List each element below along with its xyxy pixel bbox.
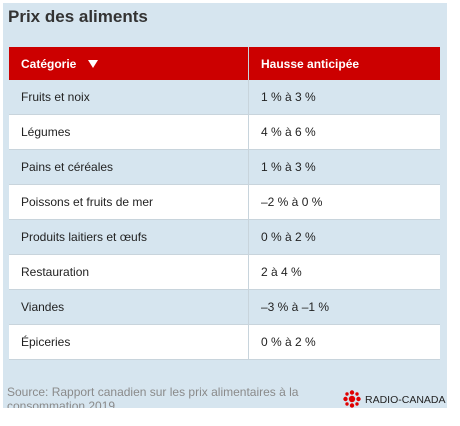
table-cell: 4 % à 6 % [248,114,440,150]
column-header-text: Catégorie [21,56,77,71]
table-row: Pains et céréales 1 % à 3 % [9,149,440,185]
logo-text: RADIO-CANADA [365,394,446,406]
table-row: Produits laitiers et œufs 0 % à 2 % [9,219,440,255]
table-cell: 1 % à 3 % [248,80,440,115]
sort-icon [87,59,98,68]
table-row: Légumes 4 % à 6 % [9,114,440,150]
table-row: Poissons et fruits de mer –2 % à 0 % [9,184,440,220]
table-cell: 1 % à 3 % [248,149,440,185]
table-row: Restauration 2 à 4 % [9,254,440,290]
table-row: Viandes –3 % à –1 % [9,289,440,325]
table-cell: Légumes [9,114,249,150]
table-cell: Fruits et noix [9,80,249,115]
table-row: Fruits et noix 1 % à 3 % [9,80,440,115]
table-cell: Pains et céréales [9,149,249,185]
logo: RADIO-CANADA [343,390,446,408]
table-cell: Épiceries [9,324,249,360]
table-cell: 0 % à 2 % [248,324,440,360]
table-cell: 0 % à 2 % [248,219,440,255]
header-row: Catégorie Hausse anticipée [9,47,440,80]
table-row: Épiceries 0 % à 2 % [9,324,440,360]
table-cell: –2 % à 0 % [248,184,440,220]
table-cell: Restauration [9,254,249,290]
table-cell: Poissons et fruits de mer [9,184,249,220]
table: Catégorie Hausse anticipée Fruits et noi… [9,47,440,360]
title: Prix des aliments [8,7,148,26]
table-cell: Viandes [9,289,249,325]
panel: Prix des aliments Catégorie Hausse antic… [3,3,447,408]
table-cell: Produits laitiers et œufs [9,219,249,255]
column-header[interactable]: Catégorie [9,47,249,80]
column-header[interactable]: Hausse anticipée [248,47,440,80]
table-cell: –3 % à –1 % [248,289,440,325]
table-body: Fruits et noix 1 % à 3 % Légumes 4 % à 6 % P… [9,80,440,360]
source: Source: Rapport canadien sur les prix al… [7,385,299,408]
table-cell: 2 à 4 % [248,254,440,290]
